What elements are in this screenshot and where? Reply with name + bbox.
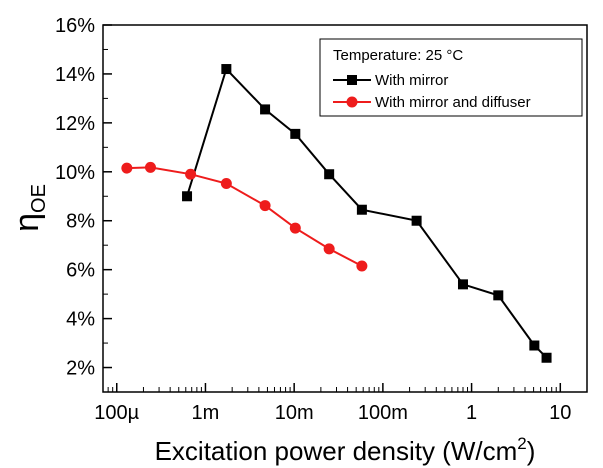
x-axis-title: Excitation power density (W/cm2) xyxy=(155,434,536,466)
data-point xyxy=(356,204,367,215)
x-tick-labels: 100µ 1m 10m 100m 1 10 xyxy=(94,402,571,424)
plot-frame xyxy=(102,24,588,393)
x-tick-label: 1 xyxy=(466,402,477,424)
x-tick-label: 100m xyxy=(358,402,408,424)
data-point xyxy=(289,222,301,234)
x-tick-label: 100µ xyxy=(94,402,139,424)
y-tick-label: 8% xyxy=(66,211,95,233)
legend-title: Temperature: 25 °C xyxy=(333,47,463,64)
y-tick-label: 12% xyxy=(55,113,95,135)
y-tick-label: 6% xyxy=(66,260,95,282)
y-axis-title-sub: OE xyxy=(28,184,50,213)
legend-marker-diffuser xyxy=(346,96,358,108)
series-layer xyxy=(121,64,552,363)
x-axis-title-close: ) xyxy=(527,436,536,466)
data-point xyxy=(529,340,540,351)
data-point xyxy=(356,260,368,272)
data-point xyxy=(493,290,504,301)
y-tick-label: 4% xyxy=(66,309,95,331)
data-point xyxy=(323,243,335,255)
x-axis-title-sup: 2 xyxy=(517,434,526,453)
data-point xyxy=(290,128,301,139)
data-point xyxy=(182,191,193,202)
x-tick-label: 10 xyxy=(549,402,571,424)
x-tick-label: 10m xyxy=(275,402,314,424)
y-tick-labels: 2% 4% 6% 8% 10% 12% 14% 16% xyxy=(55,15,95,380)
data-point xyxy=(259,200,271,212)
legend-label-mirror: With mirror xyxy=(375,72,448,89)
data-point xyxy=(457,279,468,290)
data-point xyxy=(221,64,232,75)
series-line xyxy=(126,166,363,267)
data-point xyxy=(185,168,197,180)
axis-ticks xyxy=(102,24,562,393)
y-axis-title: ηOE xyxy=(8,184,50,232)
legend-marker-mirror xyxy=(347,75,357,85)
data-point xyxy=(411,215,422,226)
legend: Temperature: 25 °C With mirror With mirr… xyxy=(319,38,583,117)
series-with-mirror xyxy=(182,64,552,363)
y-tick-label: 10% xyxy=(55,162,95,184)
x-tick-label: 1m xyxy=(192,402,220,424)
legend-box xyxy=(319,38,583,117)
data-point xyxy=(260,104,271,115)
data-point xyxy=(541,352,552,363)
data-point xyxy=(144,161,156,173)
y-tick-label: 2% xyxy=(66,358,95,380)
data-point xyxy=(220,178,232,190)
data-point xyxy=(121,162,133,174)
y-tick-label: 16% xyxy=(55,15,95,37)
y-tick-label: 14% xyxy=(55,64,95,86)
data-point xyxy=(324,169,335,180)
legend-label-diffuser: With mirror and diffuser xyxy=(375,94,531,111)
series-with-mirror-and-diffuser xyxy=(121,161,368,272)
